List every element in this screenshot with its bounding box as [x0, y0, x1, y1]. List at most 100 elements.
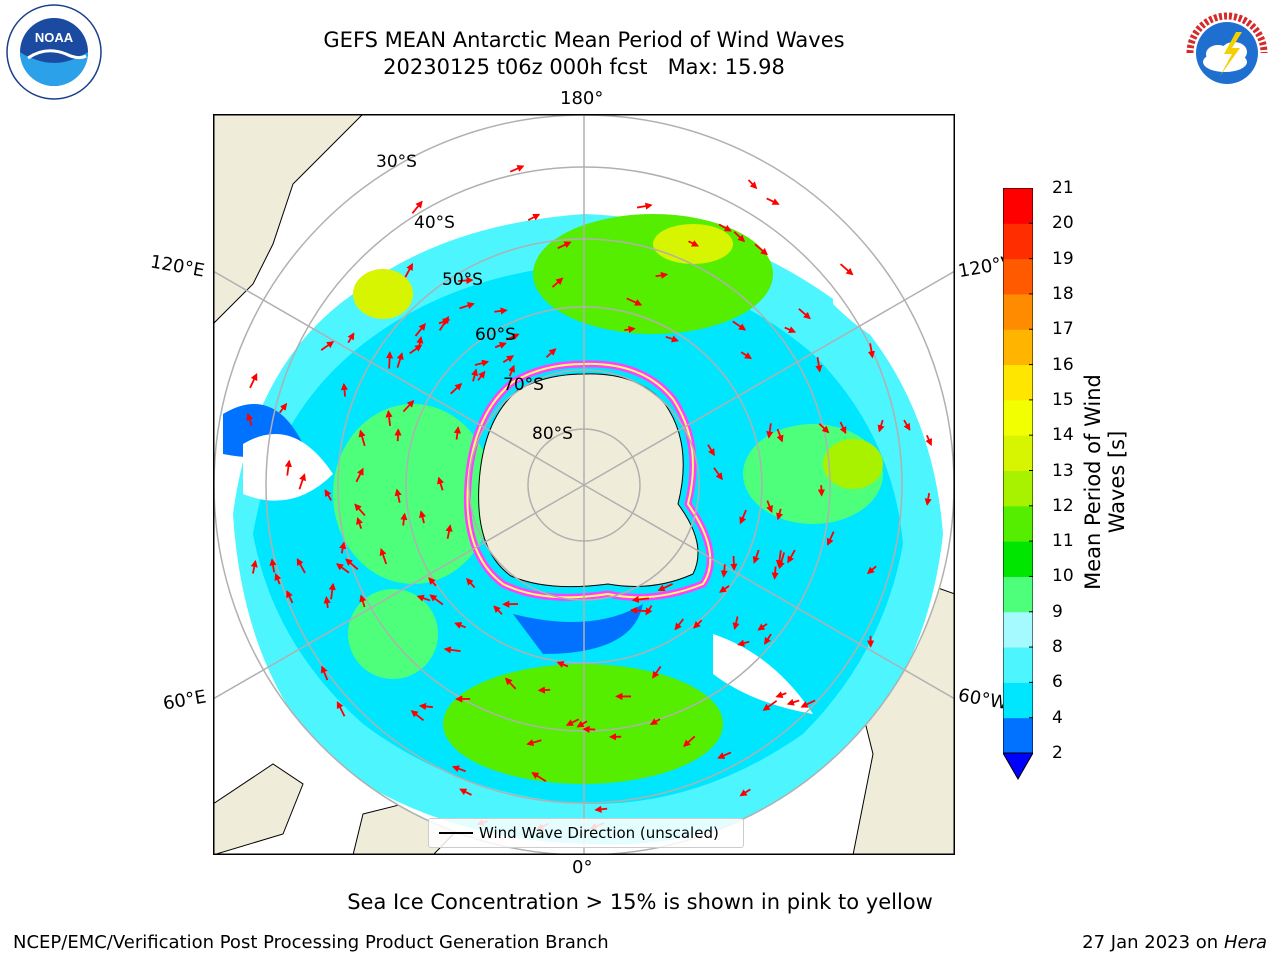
wind-wave-arrow	[347, 332, 355, 344]
wind-wave-arrow	[645, 605, 653, 616]
wind-wave-arrow	[453, 426, 461, 440]
wind-wave-arrow	[454, 622, 467, 629]
wind-wave-arrow	[826, 531, 835, 546]
wind-wave-arrow	[657, 583, 673, 592]
wind-wave-arrow	[394, 488, 402, 503]
wind-wave-arrow	[693, 619, 703, 629]
wind-wave-arrow	[336, 701, 346, 717]
colorbar-label: Mean Period of Wind Waves [s]	[1081, 374, 1129, 590]
footer-date-text: 27 Jan 2023 on	[1082, 932, 1224, 953]
wind-wave-arrow	[404, 262, 414, 278]
colorbar-segment	[1003, 611, 1033, 648]
wind-wave-arrow	[766, 197, 780, 205]
map-legend: Wind Wave Direction (unscaled)	[428, 818, 744, 848]
wind-wave-arrow	[545, 348, 557, 358]
wind-wave-arrow	[459, 302, 475, 310]
colorbar-segment	[1003, 364, 1033, 401]
wind-wave-arrow	[278, 402, 288, 414]
map-frame	[213, 114, 955, 855]
wind-wave-arrow	[416, 336, 424, 349]
wind-wave-arrow	[786, 698, 800, 706]
wind-wave-arrow	[636, 202, 653, 210]
colorbar-tick-label: 13	[1052, 460, 1074, 481]
lon-label-180: 180°	[560, 88, 604, 109]
wind-wave-arrow	[551, 277, 564, 288]
wind-wave-arrow	[386, 351, 394, 369]
wind-wave-arrow	[867, 343, 876, 359]
wind-wave-arrow	[683, 735, 696, 747]
wind-wave-arrow	[246, 412, 254, 427]
lat-label-30s: 30°S	[376, 152, 417, 172]
wind-wave-arrow	[839, 263, 854, 276]
wind-wave-arrow	[733, 231, 746, 243]
wind-wave-arrow	[740, 351, 753, 360]
wind-wave-arrow	[762, 700, 778, 711]
colorbar-tick-label: 4	[1052, 707, 1063, 728]
wind-wave-arrow	[737, 639, 750, 647]
wind-wave-arrow	[414, 323, 426, 337]
antarctica	[463, 360, 714, 601]
wind-wave-arrow	[776, 508, 784, 521]
wind-wave-arrow	[752, 549, 760, 564]
wind-wave-arrow	[296, 558, 306, 574]
wind-wave-arrow	[506, 333, 520, 341]
antarctic-map	[213, 114, 955, 855]
wind-wave-arrow	[531, 772, 547, 782]
colorbar-segment	[1003, 188, 1033, 224]
wind-wave-arrow	[502, 355, 515, 364]
wind-wave-arrow	[624, 325, 636, 334]
colorbar-segment	[1003, 435, 1033, 471]
footer-branch: NCEP/EMC/Verification Post Processing Pr…	[13, 932, 609, 953]
wind-wave-arrow	[493, 605, 503, 615]
wind-wave-arrow	[286, 590, 294, 604]
wind-wave-arrow	[400, 512, 408, 526]
wind-wave-arrow	[798, 308, 811, 320]
wind-wave-arrow	[298, 473, 306, 490]
wind-wave-arrow	[451, 765, 466, 773]
wind-wave-arrow	[416, 594, 431, 602]
wind-wave-arrow	[474, 359, 490, 367]
legend-label: Wind Wave Direction (unscaled)	[479, 824, 719, 842]
wind-wave-arrow	[775, 691, 787, 699]
colorbar-tick-label: 9	[1052, 601, 1063, 622]
wind-wave-arrow	[527, 213, 541, 221]
wind-wave-arrow	[631, 595, 650, 604]
wind-wave-arrow	[284, 459, 292, 476]
wind-wave-arrow	[713, 467, 723, 481]
footer-host: Hera	[1223, 932, 1267, 953]
wind-wave-arrow	[411, 200, 423, 214]
wind-wave-arrow	[629, 606, 648, 615]
wind-wave-arrow	[688, 240, 700, 247]
wind-wave-arrow	[732, 616, 740, 631]
wind-wave-arrow	[394, 428, 402, 442]
wind-wave-arrow	[655, 271, 669, 279]
wind-wave-arrow	[396, 352, 404, 368]
wind-wave-arrow	[345, 558, 359, 571]
wind-wave-arrow	[445, 524, 453, 539]
wind-wave-arrow	[537, 686, 551, 694]
wind-wave-arrow	[815, 356, 823, 373]
wind-wave-arrow	[866, 565, 877, 575]
wind-wave-arrow	[674, 618, 685, 631]
wind-wave-arrow	[450, 382, 463, 395]
colorbar-tick-label: 17	[1052, 319, 1074, 340]
colorbar-tick-label: 14	[1052, 425, 1074, 446]
wind-wave-arrow	[324, 489, 332, 501]
wind-wave-arrow	[526, 739, 542, 747]
colorbar-tick-label: 20	[1052, 213, 1074, 234]
wind-wave-arrow	[355, 467, 364, 483]
wind-wave-arrow	[494, 307, 508, 315]
wind-wave-arrow	[339, 541, 347, 554]
wind-wave-arrow	[335, 563, 350, 574]
wind-wave-arrow	[379, 548, 388, 565]
wind-wave-arrow	[358, 429, 366, 447]
wind-wave-arrow	[557, 241, 572, 250]
colorbar-segment	[1003, 399, 1033, 436]
colorbar-segment	[1003, 329, 1033, 366]
wind-wave-arrow	[509, 165, 525, 173]
wind-wave-arrow	[800, 699, 816, 708]
wind-wave-arrow	[274, 572, 282, 585]
wind-wave-arrow	[428, 577, 437, 587]
wind-wave-arrow	[494, 342, 507, 349]
wind-wave-arrow	[402, 399, 415, 413]
